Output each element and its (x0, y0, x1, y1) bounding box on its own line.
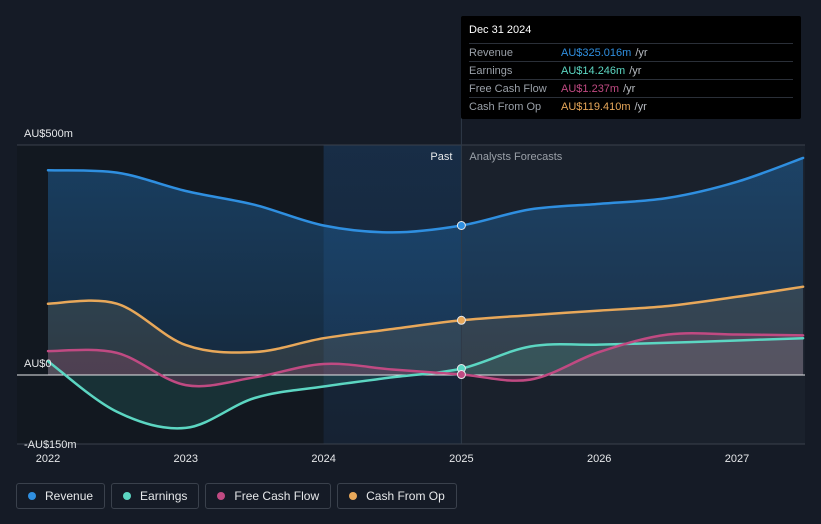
revenue-dot-icon (28, 492, 36, 500)
x-axis-tick-label: 2026 (587, 453, 611, 465)
earnings-line (46, 336, 805, 430)
tooltip-unit: /yr (634, 100, 647, 113)
past-label: Past (430, 151, 452, 163)
legend-label: Cash From Op (366, 489, 445, 503)
legend-label: Earnings (140, 489, 188, 503)
cash-from-op-marker (456, 315, 466, 325)
tooltip-label: Cash From Op (469, 100, 542, 113)
free-cash-flow-area (48, 333, 804, 387)
x-axis-tick-label: 2022 (36, 453, 60, 465)
earnings-dot-icon (123, 492, 132, 500)
legend: Revenue Earnings Free Cash Flow Cash Fro… (16, 483, 457, 511)
x-axis-tick-label: 2024 (311, 453, 335, 465)
free-cash-flow-marker (456, 370, 466, 380)
tooltip-row-free-cash-flow: Free Cash Flow AU$1.237m /yr (469, 79, 793, 97)
cash-from-op-dot-icon (349, 492, 358, 500)
x-axis-tick-label: 2023 (174, 453, 198, 465)
y-axis-label: AU$500m (24, 128, 73, 140)
forecast-label: Analysts Forecasts (469, 151, 562, 163)
earnings-area (48, 338, 804, 429)
tooltip-label: Revenue (469, 46, 514, 59)
legend-item-free-cash-flow[interactable]: Free Cash Flow (205, 483, 332, 509)
tooltip-value: AU$119.410m (561, 100, 631, 113)
tooltip-row-cash-from-op: Cash From Op AU$119.410m /yr (469, 97, 793, 115)
tooltip-label: Free Cash Flow (469, 82, 547, 95)
y-axis-label: AU$0 (24, 358, 52, 370)
revenue-area (48, 157, 804, 375)
tooltip-value: AU$14.246m (561, 64, 626, 77)
tooltip-date: Dec 31 2024 (469, 24, 532, 36)
tooltip-value: AU$325.016m (561, 46, 632, 59)
tooltip-value: AU$1.237m (561, 82, 620, 95)
free-cash-flow-line (46, 331, 805, 388)
legend-label: Free Cash Flow (234, 489, 320, 503)
legend-item-revenue[interactable]: Revenue (16, 483, 106, 509)
tooltip-unit: /yr (629, 64, 642, 77)
revenue-marker (456, 221, 466, 230)
cash-from-op-line (46, 285, 805, 354)
y-axis-label: -AU$150m (24, 439, 77, 451)
free-cash-flow-dot-icon (217, 492, 226, 500)
revenue-line (46, 156, 805, 234)
tooltip-unit: /yr (635, 46, 648, 59)
tooltip-label: Earnings (469, 64, 513, 77)
legend-item-earnings[interactable]: Earnings (111, 483, 200, 509)
tooltip-row-revenue: Revenue AU$325.016m /yr (469, 43, 793, 61)
tooltip-unit: /yr (623, 82, 636, 95)
legend-label: Revenue (45, 489, 94, 503)
legend-item-cash-from-op[interactable]: Cash From Op (337, 483, 457, 509)
x-axis-tick-label: 2025 (449, 453, 473, 465)
tooltip: Dec 31 2024 Revenue AU$325.016m /yr Earn… (461, 16, 801, 119)
x-axis-tick-label: 2027 (725, 453, 749, 465)
tooltip-row-earnings: Earnings AU$14.246m /yr (469, 61, 793, 79)
